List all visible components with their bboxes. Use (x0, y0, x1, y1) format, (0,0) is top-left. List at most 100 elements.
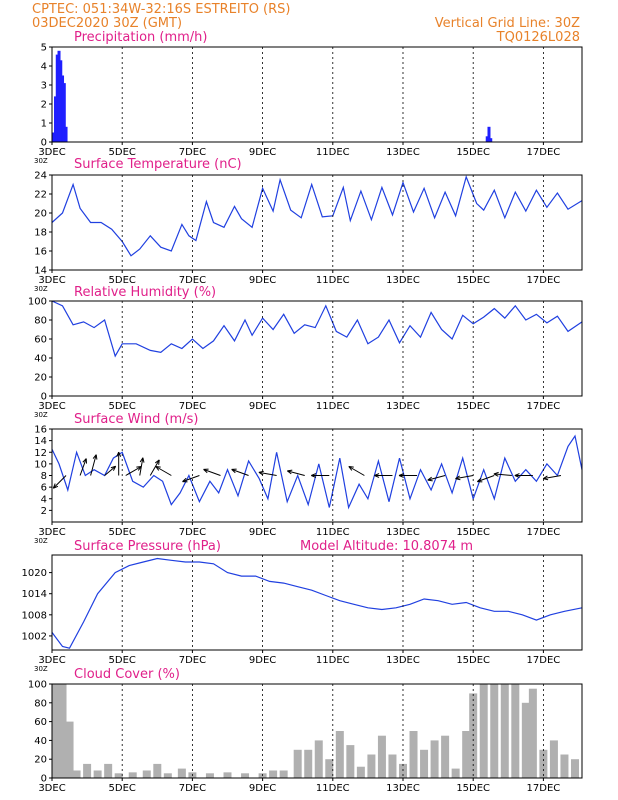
bar-2 (55, 54, 59, 142)
ytick-label: 1020 (22, 568, 47, 579)
ytick-label: 40 (34, 354, 47, 365)
panel-2: Relative Humidity (%) 0 20 40 60 80 100 3DEC 5DE… (28, 285, 583, 419)
wind-arrow-8 (155, 466, 172, 476)
ytick-label: 18 (34, 228, 47, 239)
run-datetime: 03DEC2020 30Z (GMT) (32, 16, 182, 31)
xtick-label: 7DEC (179, 655, 206, 666)
wind-arrow-15 (348, 466, 365, 476)
xtick-label: 7DEC (179, 527, 206, 538)
xtick-label: 5DEC (109, 401, 136, 412)
clipped-label: 30Z (34, 157, 48, 165)
xtick-label: 3DEC (38, 655, 65, 666)
panel-title: Cloud Cover (%) (74, 667, 180, 682)
wind-arrowhead-19 (455, 475, 461, 481)
bar-33 (430, 740, 439, 778)
xtick-label: 9DEC (249, 655, 276, 666)
ytick-label: 2 (41, 506, 47, 517)
ytick-label: 6 (41, 483, 47, 494)
wind-arrow-11 (231, 468, 249, 476)
bar-26 (356, 766, 365, 778)
wind-arrowhead-20 (476, 477, 483, 483)
xtick-label: 15DEC (456, 275, 490, 286)
wind-arrowhead-10 (203, 468, 209, 474)
xtick-label: 11DEC (316, 275, 350, 286)
bar-18 (269, 770, 278, 778)
ytick-label: 5 (41, 43, 47, 54)
xtick-label: 13DEC (386, 527, 420, 538)
xtick-label: 13DEC (386, 655, 420, 666)
xtick-label: 9DEC (249, 275, 276, 286)
xtick-label: 11DEC (316, 527, 350, 538)
bar-8 (128, 772, 137, 778)
xtick-label: 13DEC (386, 401, 420, 412)
xtick-label: 15DEC (456, 147, 490, 158)
bar-0 (51, 684, 60, 778)
wind-arrowhead-2 (92, 454, 98, 460)
wind-arrow-12 (258, 471, 277, 476)
wind-arrow-21 (493, 473, 512, 476)
bar-19 (279, 770, 288, 778)
xtick-label: 11DEC (316, 401, 350, 412)
bar-43 (528, 688, 537, 778)
bar-35 (451, 768, 460, 778)
bar-29 (388, 754, 397, 778)
wind-arrowhead-17 (398, 473, 404, 478)
ytick-label: 8 (41, 471, 47, 482)
bar-24 (335, 731, 344, 778)
xtick-label: 5DEC (109, 275, 136, 286)
xtick-label: 15DEC (456, 655, 490, 666)
wind-arrowhead-13 (287, 469, 293, 475)
xtick-label: 11DEC (316, 655, 350, 666)
ytick-label: 0 (41, 774, 47, 785)
wind-arrowhead-4 (116, 451, 122, 457)
xtick-label: 17DEC (527, 527, 561, 538)
xtick-label: 5DEC (109, 783, 136, 794)
wind-arrow-5 (125, 466, 142, 476)
wind-arrowhead-21 (493, 471, 499, 477)
wind-arrowhead-8 (155, 466, 161, 471)
bar-9 (487, 126, 491, 142)
xtick-label: 9DEC (249, 527, 276, 538)
ytick-label: 1008 (22, 610, 47, 621)
bar-44 (539, 749, 548, 778)
xtick-label: 17DEC (527, 655, 561, 666)
series-line (51, 300, 583, 358)
location-header: CPTEC: 051:34W-32:16S ESTREITO (RS) (32, 2, 290, 17)
ytick-label: 1014 (22, 589, 47, 600)
bar-10 (153, 763, 162, 778)
grid-line-label: Vertical Grid Line: 30Z (435, 16, 580, 31)
panel-title: Surface Temperature (nC) (74, 157, 242, 172)
xtick-label: 15DEC (456, 527, 490, 538)
bar-31 (409, 731, 418, 778)
xtick-label: 7DEC (179, 147, 206, 158)
xtick-label: 17DEC (527, 401, 561, 412)
wind-arrowhead-18 (427, 476, 433, 482)
bar-40 (500, 684, 509, 778)
clipped-label: 30Z (34, 665, 48, 673)
ytick-label: 80 (34, 316, 47, 327)
wind-arrow-1 (79, 458, 87, 476)
bar-1 (58, 684, 67, 778)
bar-15 (223, 772, 232, 778)
wind-arrow-20 (477, 475, 495, 483)
wind-arrowhead-1 (82, 458, 87, 464)
xtick-label: 13DEC (386, 783, 420, 794)
ytick-label: 14 (34, 436, 47, 447)
wind-arrowhead-23 (542, 475, 549, 481)
xtick-label: 7DEC (179, 783, 206, 794)
xtick-label: 9DEC (249, 147, 276, 158)
bar-42 (521, 702, 530, 778)
bar-22 (314, 740, 323, 778)
series-line (51, 557, 583, 649)
bar-6 (104, 763, 113, 778)
ytick-label: 22 (34, 190, 47, 201)
panel-title: Relative Humidity (%) (74, 285, 216, 300)
bar-2 (65, 721, 74, 778)
xtick-label: 11DEC (316, 783, 350, 794)
bar-1 (54, 96, 58, 142)
bar-39 (490, 684, 499, 778)
panel-5: Cloud Cover (%) 0 20 40 60 80 100 3DEC 5DEC 7DEC 9… (28, 667, 583, 794)
xtick-label: 3DEC (38, 401, 65, 412)
